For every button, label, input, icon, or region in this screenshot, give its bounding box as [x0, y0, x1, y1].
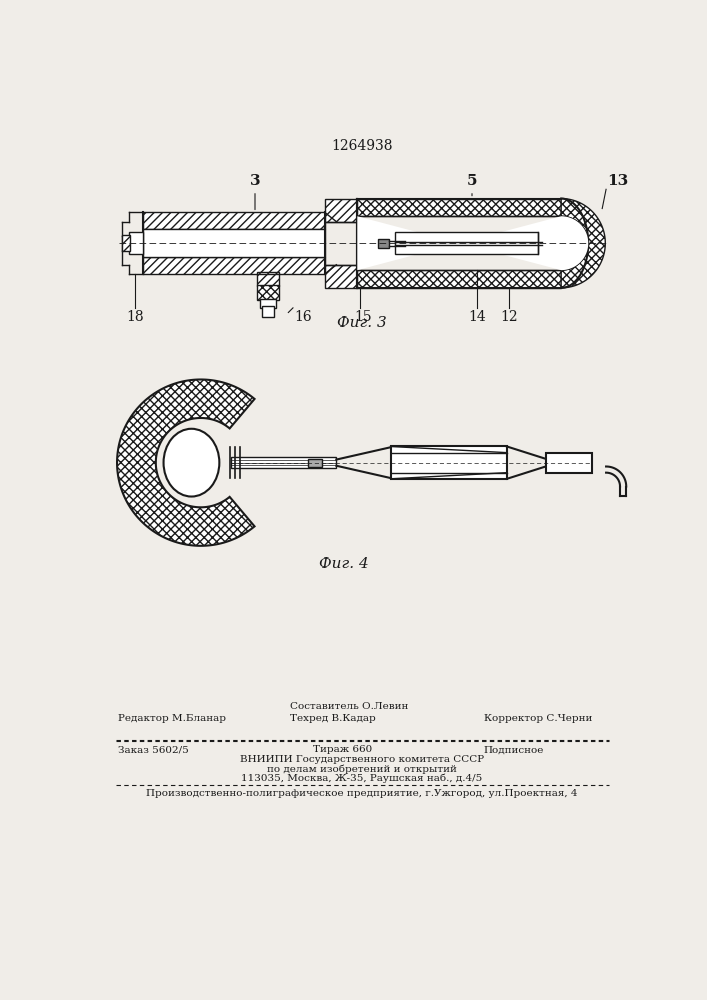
- Bar: [262, 306, 274, 317]
- Bar: [308, 459, 322, 466]
- Bar: [260, 299, 276, 308]
- Bar: [325, 265, 357, 288]
- Text: Фиг. 3: Фиг. 3: [337, 316, 387, 330]
- Bar: [357, 270, 561, 288]
- Bar: [129, 232, 143, 254]
- Bar: [378, 239, 389, 248]
- Text: по делам изобретений и открытий: по делам изобретений и открытий: [267, 764, 457, 774]
- Text: Техред В.Кадар: Техред В.Кадар: [290, 714, 375, 723]
- Text: Корректор С.Черни: Корректор С.Черни: [484, 714, 592, 723]
- Text: Тираж 660: Тираж 660: [313, 745, 373, 754]
- Text: Заказ 5602/5: Заказ 5602/5: [118, 745, 189, 754]
- Text: 1264938: 1264938: [331, 139, 392, 153]
- Bar: [257, 285, 279, 300]
- Bar: [143, 212, 325, 229]
- Text: Редактор М.Бланар: Редактор М.Бланар: [118, 714, 226, 723]
- Bar: [395, 232, 538, 238]
- Bar: [325, 199, 357, 222]
- Bar: [546, 453, 592, 473]
- Text: ВНИИПИ Государственного комитета СССР: ВНИИПИ Государственного комитета СССР: [240, 755, 484, 764]
- Polygon shape: [357, 216, 588, 270]
- Polygon shape: [117, 379, 255, 546]
- Bar: [143, 229, 325, 257]
- Text: 5: 5: [467, 174, 477, 188]
- Text: 3: 3: [250, 174, 260, 188]
- Bar: [257, 272, 279, 286]
- Text: 14: 14: [469, 310, 486, 324]
- Bar: [122, 235, 130, 251]
- Text: Производственно-полиграфическое предприятие, г.Ужгород, ул.Проектная, 4: Производственно-полиграфическое предприя…: [146, 789, 578, 798]
- Bar: [231, 457, 337, 468]
- Text: 15: 15: [355, 310, 373, 324]
- Ellipse shape: [163, 429, 219, 497]
- Bar: [395, 232, 538, 254]
- Text: Фиг. 4: Фиг. 4: [320, 557, 369, 571]
- Text: 113035, Москва, Ж-35, Раушская наб., д.4/5: 113035, Москва, Ж-35, Раушская наб., д.4…: [241, 774, 483, 783]
- Bar: [395, 249, 538, 254]
- Bar: [391, 446, 507, 479]
- Text: 16: 16: [295, 310, 312, 324]
- Text: 12: 12: [501, 310, 518, 324]
- Text: 13: 13: [607, 174, 629, 188]
- Bar: [143, 257, 325, 274]
- Bar: [357, 199, 561, 216]
- Polygon shape: [561, 199, 605, 288]
- Text: Подписное: Подписное: [484, 745, 544, 754]
- Text: Составитель О.Левин: Составитель О.Левин: [290, 702, 408, 711]
- Text: 18: 18: [126, 310, 144, 324]
